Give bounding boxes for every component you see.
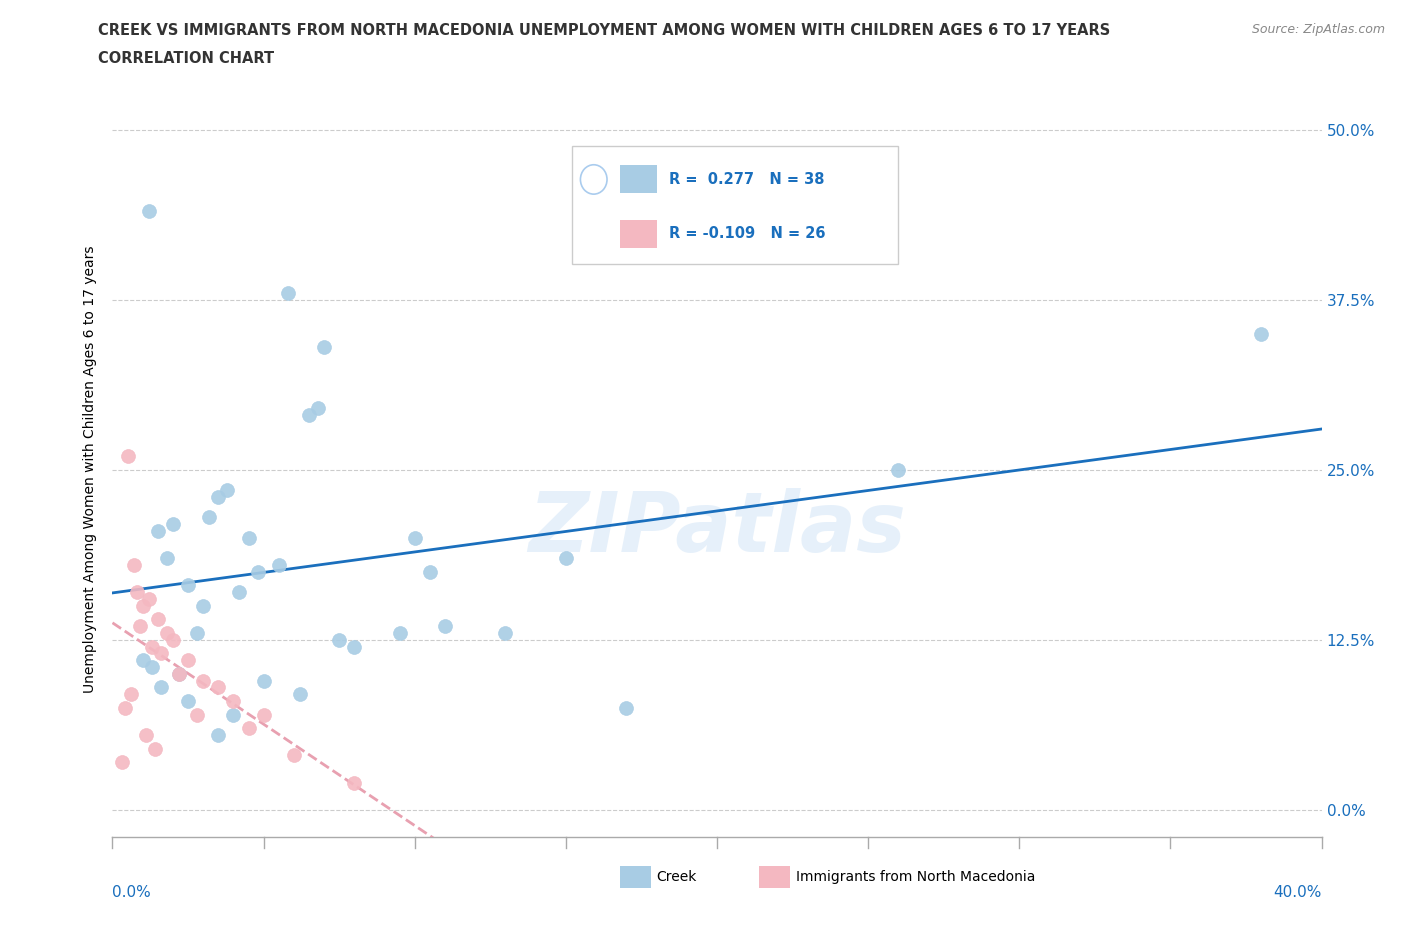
Point (307, 401, 329, 416)
Point (314, 339, 336, 354)
Point (177, 694, 200, 709)
FancyBboxPatch shape (620, 219, 657, 247)
Point (222, 707, 245, 722)
Ellipse shape (581, 165, 607, 194)
Point (110, 755, 132, 770)
Point (135, 727, 157, 742)
Point (238, 530, 260, 545)
Point (143, 741, 166, 756)
Point (217, 483, 239, 498)
Point (253, 673, 276, 688)
Point (222, 694, 245, 709)
Point (146, 612, 169, 627)
Text: CREEK VS IMMIGRANTS FROM NORTH MACEDONIA UNEMPLOYMENT AMONG WOMEN WITH CHILDREN : CREEK VS IMMIGRANTS FROM NORTH MACEDONIA… (98, 23, 1111, 38)
Point (138, 204, 160, 219)
Point (125, 585, 148, 600)
Point (246, 565, 269, 579)
Point (288, 686, 311, 701)
Point (554, 551, 576, 565)
Point (887, 462, 910, 477)
Text: CORRELATION CHART: CORRELATION CHART (98, 51, 274, 66)
Point (191, 598, 215, 613)
Point (253, 707, 276, 722)
Point (495, 626, 517, 641)
Point (388, 626, 411, 641)
Point (177, 653, 200, 668)
Point (616, 700, 638, 715)
Point (186, 626, 208, 641)
FancyBboxPatch shape (620, 867, 651, 888)
Point (156, 551, 179, 565)
Point (132, 653, 155, 668)
Text: Source: ZipAtlas.com: Source: ZipAtlas.com (1251, 23, 1385, 36)
Point (328, 632, 350, 647)
Text: ZIPatlas: ZIPatlas (529, 488, 905, 569)
Point (120, 686, 142, 701)
Point (149, 680, 172, 695)
Text: 40.0%: 40.0% (1274, 884, 1322, 899)
Point (267, 557, 290, 572)
Point (162, 517, 184, 532)
Y-axis label: Unemployment Among Women with Children Ages 6 to 17 years: Unemployment Among Women with Children A… (83, 246, 97, 694)
Point (207, 680, 229, 695)
Point (138, 591, 160, 606)
Point (167, 666, 190, 681)
Point (207, 489, 229, 504)
Point (238, 721, 260, 736)
FancyBboxPatch shape (572, 146, 898, 264)
Point (277, 286, 299, 300)
Point (298, 407, 321, 422)
Point (404, 530, 426, 545)
Point (186, 707, 208, 722)
Point (149, 646, 172, 661)
Point (198, 510, 221, 525)
Point (191, 673, 215, 688)
Text: R =  0.277   N = 38: R = 0.277 N = 38 (669, 172, 824, 187)
FancyBboxPatch shape (759, 867, 790, 888)
Point (167, 666, 190, 681)
Point (128, 618, 150, 633)
Point (177, 578, 200, 592)
Text: Immigrants from North Macedonia: Immigrants from North Macedonia (796, 870, 1035, 884)
Point (207, 727, 229, 742)
Point (419, 565, 441, 579)
Point (122, 557, 145, 572)
Point (434, 618, 457, 633)
FancyBboxPatch shape (620, 166, 657, 193)
Point (228, 585, 250, 600)
Point (141, 639, 163, 654)
Text: R = -0.109   N = 26: R = -0.109 N = 26 (669, 226, 825, 241)
Point (141, 659, 163, 674)
Point (117, 448, 139, 463)
Point (156, 626, 179, 641)
Text: 0.0%: 0.0% (112, 884, 152, 899)
Point (114, 700, 136, 715)
Text: Creek: Creek (657, 870, 697, 884)
Point (132, 598, 155, 613)
Point (146, 524, 169, 538)
Point (162, 632, 184, 647)
Point (1250, 326, 1272, 341)
Point (343, 775, 366, 790)
Point (343, 639, 366, 654)
Point (283, 748, 305, 763)
